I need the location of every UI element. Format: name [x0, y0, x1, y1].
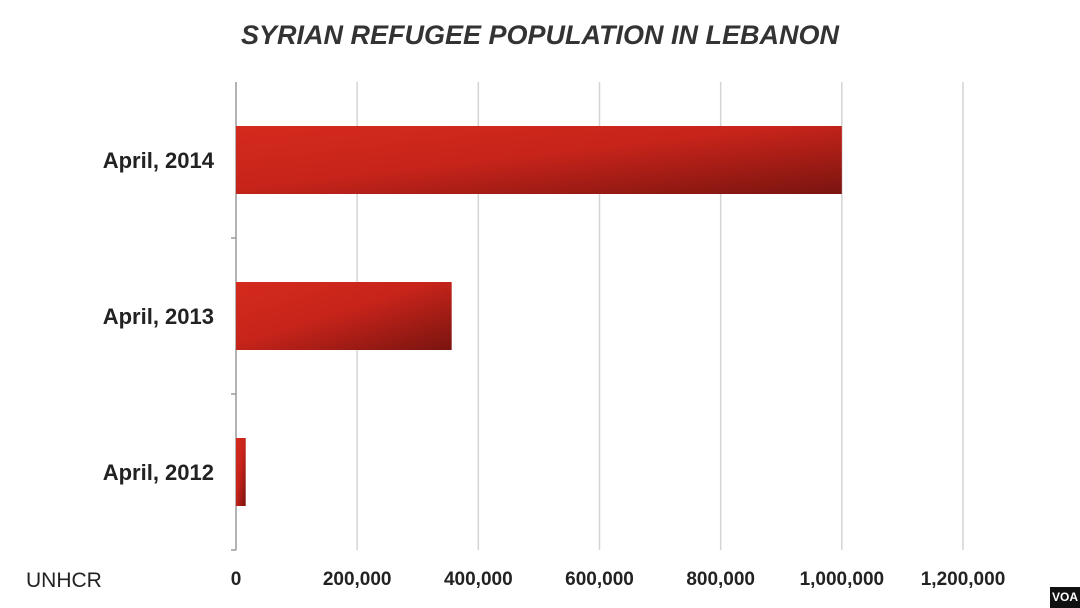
- bar: [236, 282, 452, 350]
- bar: [236, 438, 246, 506]
- bars-layer: [236, 126, 842, 506]
- x-tick-label: 200,000: [323, 569, 392, 590]
- source-label: UNHCR: [26, 569, 102, 592]
- x-tick-label: 600,000: [565, 569, 634, 590]
- x-tick-label: 0: [231, 569, 242, 590]
- x-tick-labels: 0 200,000 400,000 600,000 800,000 1,000,000 1,…: [231, 569, 1006, 590]
- category-label: April, 2013: [103, 304, 214, 329]
- x-tick-label: 400,000: [444, 569, 513, 590]
- axis-layer: [231, 82, 237, 551]
- x-tick-label: 1,200,000: [921, 569, 1006, 590]
- bar: [236, 126, 842, 194]
- x-tick-label: 800,000: [686, 569, 755, 590]
- category-label: April, 2012: [103, 460, 214, 485]
- category-label: April, 2014: [103, 148, 215, 173]
- x-tick-label: 1,000,000: [800, 569, 885, 590]
- voa-logo: VOA: [1050, 587, 1080, 608]
- category-labels: April, 2014 April, 2013 April, 2012: [103, 148, 215, 485]
- chart-title: SYRIAN REFUGEE POPULATION IN LEBANON: [241, 20, 840, 50]
